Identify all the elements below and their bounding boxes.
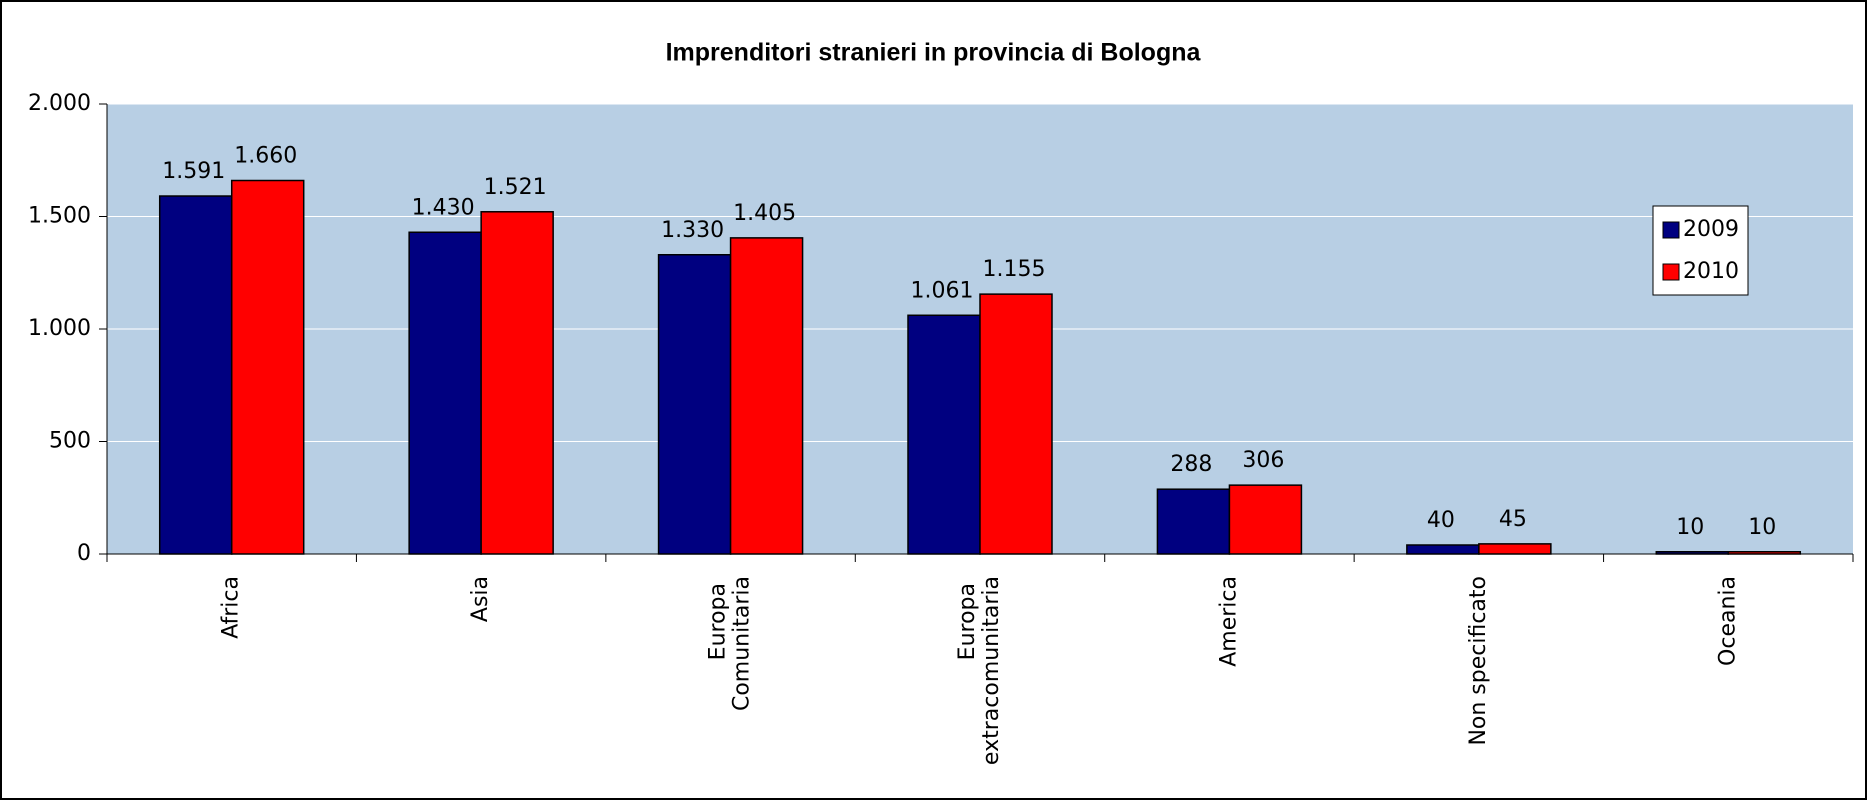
bar bbox=[657, 254, 732, 555]
data-label: 306 bbox=[1242, 448, 1284, 473]
y-tick-label: 500 bbox=[49, 429, 91, 454]
y-tick-label: 2.000 bbox=[28, 91, 91, 116]
bar bbox=[979, 293, 1053, 555]
legend-swatch bbox=[1662, 221, 1680, 239]
y-tick-label: 1.000 bbox=[28, 316, 91, 341]
bar bbox=[158, 195, 233, 555]
legend-label: 2009 bbox=[1683, 217, 1739, 242]
x-tick-label: Africa bbox=[219, 576, 244, 639]
x-tick-label: Asia bbox=[468, 576, 493, 622]
bar bbox=[729, 237, 804, 555]
data-label: 1.061 bbox=[911, 278, 974, 303]
bar bbox=[480, 211, 554, 555]
x-tick-label: America bbox=[1216, 576, 1241, 667]
bar bbox=[408, 231, 482, 555]
y-tick-label: 0 bbox=[77, 541, 91, 566]
data-label: 10 bbox=[1748, 515, 1776, 540]
data-label: 1.521 bbox=[484, 175, 547, 200]
bar bbox=[1478, 543, 1552, 555]
bar bbox=[230, 179, 305, 555]
data-label: 10 bbox=[1676, 515, 1704, 540]
legend-label: 2010 bbox=[1683, 259, 1739, 284]
data-label: 1.405 bbox=[733, 201, 796, 226]
chart-title: Imprenditori stranieri in provincia di B… bbox=[666, 39, 1202, 67]
data-label: 288 bbox=[1170, 452, 1212, 477]
x-tick-label: Oceania bbox=[1715, 576, 1740, 666]
data-label: 40 bbox=[1427, 508, 1455, 533]
data-label: 1.430 bbox=[412, 195, 475, 220]
bar bbox=[1228, 484, 1303, 555]
x-tick-label: Europa Comunitaria bbox=[705, 576, 754, 711]
data-label: 1.591 bbox=[162, 159, 225, 184]
legend-swatch bbox=[1662, 263, 1680, 281]
data-label: 1.330 bbox=[661, 218, 724, 243]
bar bbox=[1406, 544, 1480, 555]
y-tick-label: 1.500 bbox=[28, 204, 91, 229]
data-label: 45 bbox=[1499, 507, 1527, 532]
bar bbox=[1156, 488, 1231, 555]
x-tick-label: Non specificato bbox=[1466, 576, 1491, 746]
data-label: 1.155 bbox=[983, 257, 1046, 282]
x-tick-label: Europa extracomunitaria bbox=[955, 576, 1004, 765]
bar bbox=[1655, 551, 1730, 555]
data-label: 1.660 bbox=[234, 144, 297, 169]
bar bbox=[907, 314, 981, 555]
bar bbox=[1727, 551, 1802, 555]
